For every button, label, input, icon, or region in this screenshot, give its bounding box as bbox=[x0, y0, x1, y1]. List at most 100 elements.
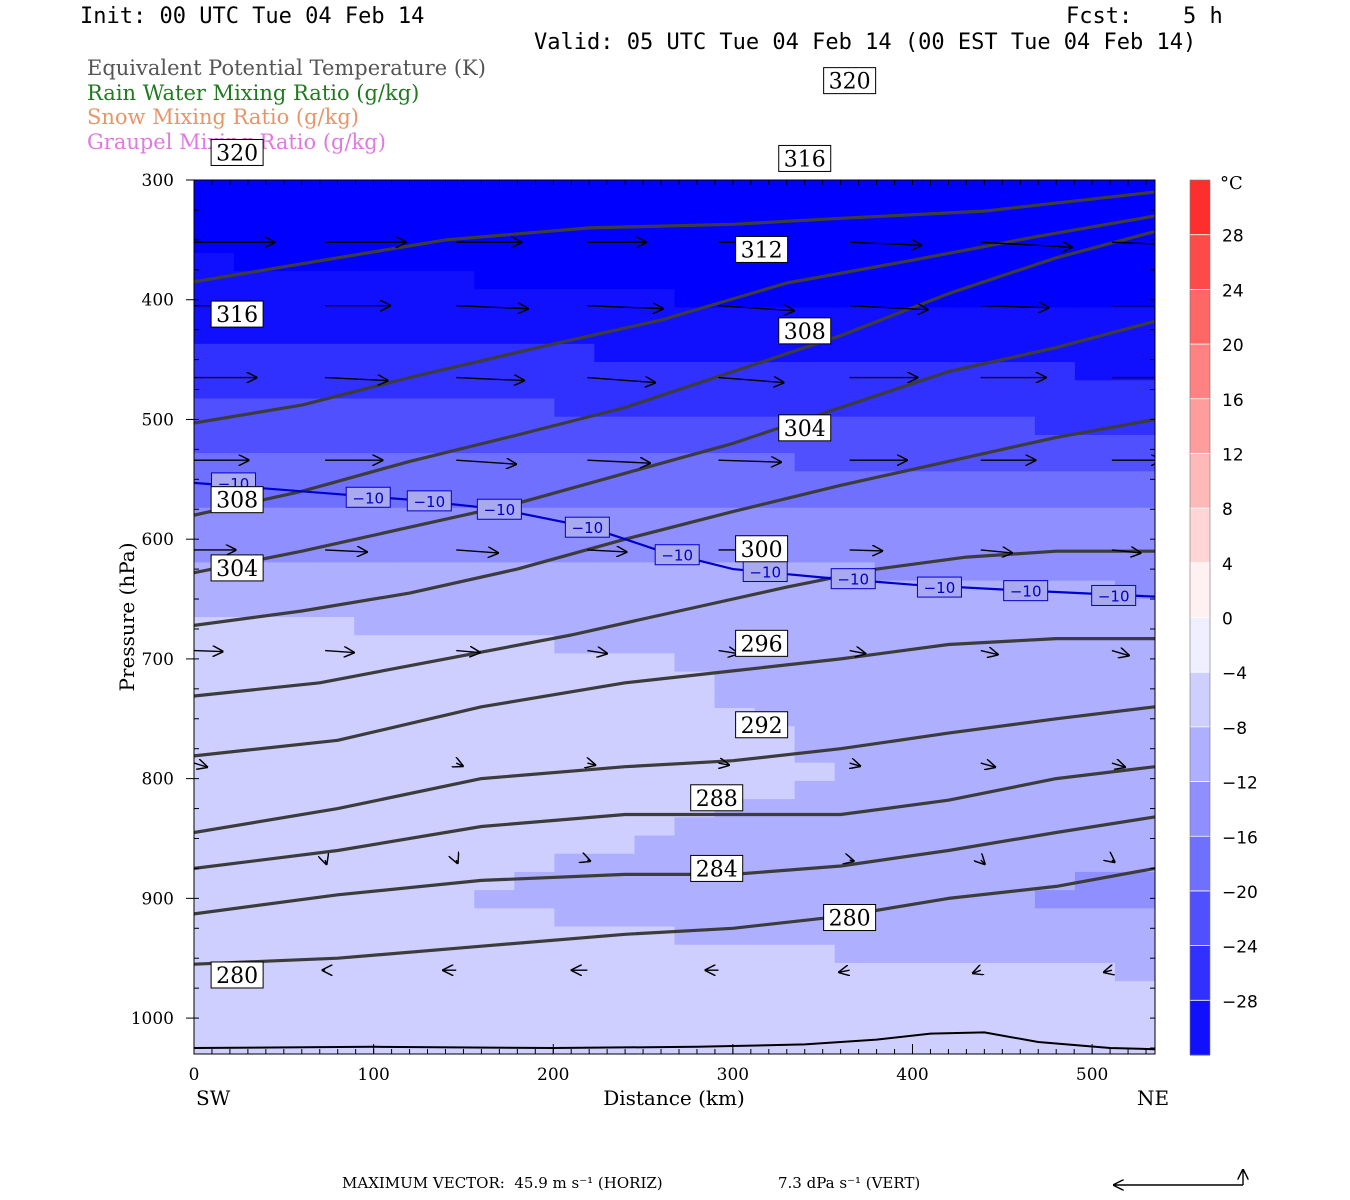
shade-cell bbox=[794, 981, 836, 1000]
shade-cell bbox=[954, 544, 996, 563]
shade-cell bbox=[634, 234, 676, 254]
shade-cell bbox=[1114, 908, 1155, 928]
shade-cell bbox=[234, 580, 275, 600]
wind-vector bbox=[587, 460, 649, 463]
shade-cell bbox=[234, 908, 275, 928]
shade-cell bbox=[714, 999, 756, 1019]
shade-cell bbox=[434, 380, 475, 400]
shade-cell bbox=[634, 944, 676, 964]
shade-cell bbox=[834, 234, 876, 254]
shade-cell bbox=[594, 981, 636, 1000]
shade-cell bbox=[754, 926, 796, 946]
shade-cell bbox=[354, 252, 395, 272]
shade-cell bbox=[234, 926, 275, 946]
colorbar-band bbox=[1190, 836, 1210, 892]
shade-cell bbox=[234, 835, 275, 855]
shade-cell bbox=[1074, 434, 1116, 454]
shade-cell bbox=[554, 835, 596, 855]
shade-cell bbox=[354, 544, 395, 563]
theta-e-label-292: 292 bbox=[741, 714, 783, 739]
shade-cell bbox=[834, 999, 876, 1019]
shade-cell bbox=[1074, 944, 1116, 964]
shade-cell bbox=[514, 398, 555, 418]
shade-cell bbox=[874, 871, 916, 891]
shade-cell bbox=[834, 780, 876, 800]
shade-cell bbox=[874, 507, 916, 527]
shade-cell bbox=[834, 708, 876, 727]
isotherm-label-box bbox=[830, 568, 876, 590]
shade-cell bbox=[514, 252, 555, 272]
shade-cell bbox=[1034, 799, 1076, 818]
x-tick-label: 400 bbox=[896, 1065, 928, 1085]
shade-cell bbox=[874, 343, 916, 363]
shade-cell bbox=[754, 762, 796, 782]
temperature-shading bbox=[194, 180, 1155, 1054]
plot-frame bbox=[193, 179, 1156, 1055]
shade-cell bbox=[474, 908, 515, 928]
shade-cell bbox=[674, 198, 716, 218]
shade-cell bbox=[394, 762, 435, 782]
shade-cell bbox=[634, 525, 676, 545]
shade-cell bbox=[394, 908, 435, 928]
shade-cell bbox=[674, 635, 716, 655]
shade-cell bbox=[834, 216, 876, 236]
shade-cell bbox=[674, 562, 716, 582]
shade-cell bbox=[314, 1035, 355, 1054]
shade-cell bbox=[874, 617, 916, 636]
shade-cell bbox=[274, 325, 315, 345]
shade-cell bbox=[434, 835, 475, 855]
wind-vector bbox=[587, 550, 626, 552]
shade-cell bbox=[1074, 799, 1116, 818]
shade-cell bbox=[274, 726, 315, 746]
shade-cell bbox=[1114, 562, 1155, 582]
shade-cell bbox=[754, 999, 796, 1019]
shade-cell bbox=[354, 635, 395, 655]
shade-cell bbox=[274, 635, 315, 655]
shade-cell bbox=[914, 853, 956, 873]
shade-cell bbox=[994, 252, 1036, 272]
shade-cell bbox=[594, 325, 636, 345]
shade-cell bbox=[314, 744, 355, 764]
shade-cell bbox=[634, 853, 676, 873]
shade-cell bbox=[474, 307, 515, 327]
shade-cell bbox=[994, 926, 1036, 946]
shade-cell bbox=[474, 890, 515, 909]
shade-cell bbox=[314, 362, 355, 381]
shade-cell bbox=[474, 271, 515, 290]
theta-e-label-box bbox=[735, 629, 789, 657]
theta-e-contour-308 bbox=[194, 319, 1155, 575]
shade-cell bbox=[954, 198, 996, 218]
wind-vector bbox=[456, 460, 516, 464]
shade-cell bbox=[554, 1035, 596, 1054]
shade-cell bbox=[1034, 562, 1076, 582]
shade-cell bbox=[514, 1035, 555, 1054]
shade-cell bbox=[914, 780, 956, 800]
init-time: Init: 00 UTC Tue 04 Feb 14 bbox=[80, 4, 425, 29]
shade-cell bbox=[674, 471, 716, 491]
shade-cell bbox=[994, 1017, 1036, 1037]
shade-cell bbox=[874, 981, 916, 1000]
shade-cell bbox=[194, 380, 235, 400]
shade-cell bbox=[394, 398, 435, 418]
shade-cell bbox=[914, 216, 956, 236]
shade-cell bbox=[314, 434, 355, 454]
wind-vector bbox=[849, 550, 883, 551]
shade-cell bbox=[1074, 380, 1116, 400]
shade-cell bbox=[274, 416, 315, 436]
shade-cell bbox=[194, 198, 235, 218]
shade-cell bbox=[874, 689, 916, 709]
isotherm-label-box bbox=[345, 486, 391, 508]
shade-cell bbox=[1114, 799, 1155, 818]
shade-cell bbox=[714, 598, 756, 618]
shade-cell bbox=[354, 453, 395, 472]
shade-cell bbox=[954, 708, 996, 727]
shade-cell bbox=[394, 325, 435, 345]
shade-cell bbox=[674, 380, 716, 400]
shade-cell bbox=[474, 180, 515, 199]
forecast-label: Fcst: bbox=[1066, 4, 1133, 29]
theta-e-label-316: 316 bbox=[784, 147, 826, 172]
shade-cell bbox=[194, 999, 235, 1019]
shade-cell bbox=[394, 198, 435, 218]
shade-cell bbox=[674, 453, 716, 472]
shade-cell bbox=[714, 216, 756, 236]
